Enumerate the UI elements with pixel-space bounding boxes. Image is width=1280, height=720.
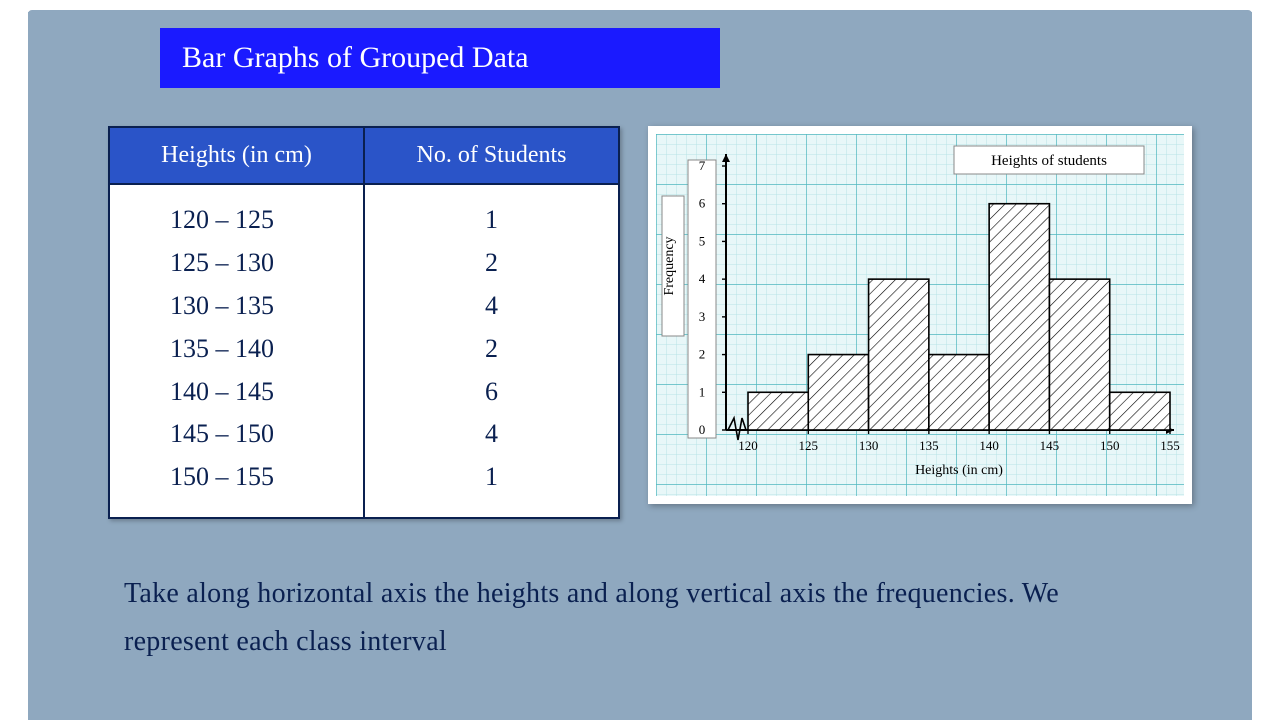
- svg-text:Heights of students: Heights of students: [991, 153, 1107, 169]
- table-cell-freq: 2: [365, 328, 618, 371]
- slide-area: Bar Graphs of Grouped Data Heights (in c…: [28, 10, 1252, 720]
- table-cell-range: 140 – 145: [110, 371, 363, 414]
- svg-text:120: 120: [738, 438, 758, 453]
- svg-text:2: 2: [699, 347, 706, 362]
- svg-text:150: 150: [1100, 438, 1120, 453]
- table-body: 120 – 125125 – 130130 – 135135 – 140140 …: [110, 185, 618, 517]
- col-header-heights: Heights (in cm): [110, 128, 365, 183]
- title-bar: Bar Graphs of Grouped Data: [160, 28, 720, 88]
- table-cell-range: 130 – 135: [110, 285, 363, 328]
- table-cell-range: 120 – 125: [110, 199, 363, 242]
- table-col-heights: 120 – 125125 – 130130 – 135135 – 140140 …: [110, 185, 365, 517]
- svg-text:155: 155: [1160, 438, 1180, 453]
- table-header-row: Heights (in cm) No. of Students: [110, 128, 618, 185]
- table-cell-freq: 2: [365, 242, 618, 285]
- table-cell-freq: 6: [365, 371, 618, 414]
- table-cell-freq: 1: [365, 199, 618, 242]
- table-cell-freq: 4: [365, 285, 618, 328]
- svg-text:130: 130: [859, 438, 879, 453]
- svg-text:145: 145: [1040, 438, 1060, 453]
- col-header-students: No. of Students: [365, 128, 618, 183]
- table-cell-range: 125 – 130: [110, 242, 363, 285]
- svg-text:1: 1: [699, 384, 706, 399]
- histogram-svg: Frequency Heights of students 0 1 2 3 4 5 6 7 120 1…: [656, 134, 1184, 496]
- svg-text:5: 5: [699, 233, 706, 248]
- svg-text:3: 3: [699, 309, 706, 324]
- svg-text:0: 0: [699, 422, 706, 437]
- svg-text:4: 4: [699, 271, 706, 286]
- svg-text:6: 6: [699, 196, 706, 211]
- table-cell-freq: 1: [365, 456, 618, 499]
- svg-text:125: 125: [799, 438, 819, 453]
- slide-title: Bar Graphs of Grouped Data: [182, 41, 529, 75]
- svg-text:Frequency: Frequency: [662, 236, 677, 295]
- svg-text:Heights (in cm): Heights (in cm): [915, 463, 1003, 478]
- table-cell-freq: 4: [365, 413, 618, 456]
- svg-text:140: 140: [979, 438, 999, 453]
- svg-text:135: 135: [919, 438, 939, 453]
- content-row: Heights (in cm) No. of Students 120 – 12…: [108, 126, 1192, 519]
- table-col-students: 1242641: [365, 185, 618, 517]
- table-cell-range: 135 – 140: [110, 328, 363, 371]
- histogram-chart: Frequency Heights of students 0 1 2 3 4 5 6 7 120 1…: [648, 126, 1192, 504]
- caption-text: Take along horizontal axis the heights a…: [124, 570, 1156, 665]
- table-cell-range: 145 – 150: [110, 413, 363, 456]
- table-cell-range: 150 – 155: [110, 456, 363, 499]
- svg-text:7: 7: [699, 158, 706, 173]
- frequency-table: Heights (in cm) No. of Students 120 – 12…: [108, 126, 620, 519]
